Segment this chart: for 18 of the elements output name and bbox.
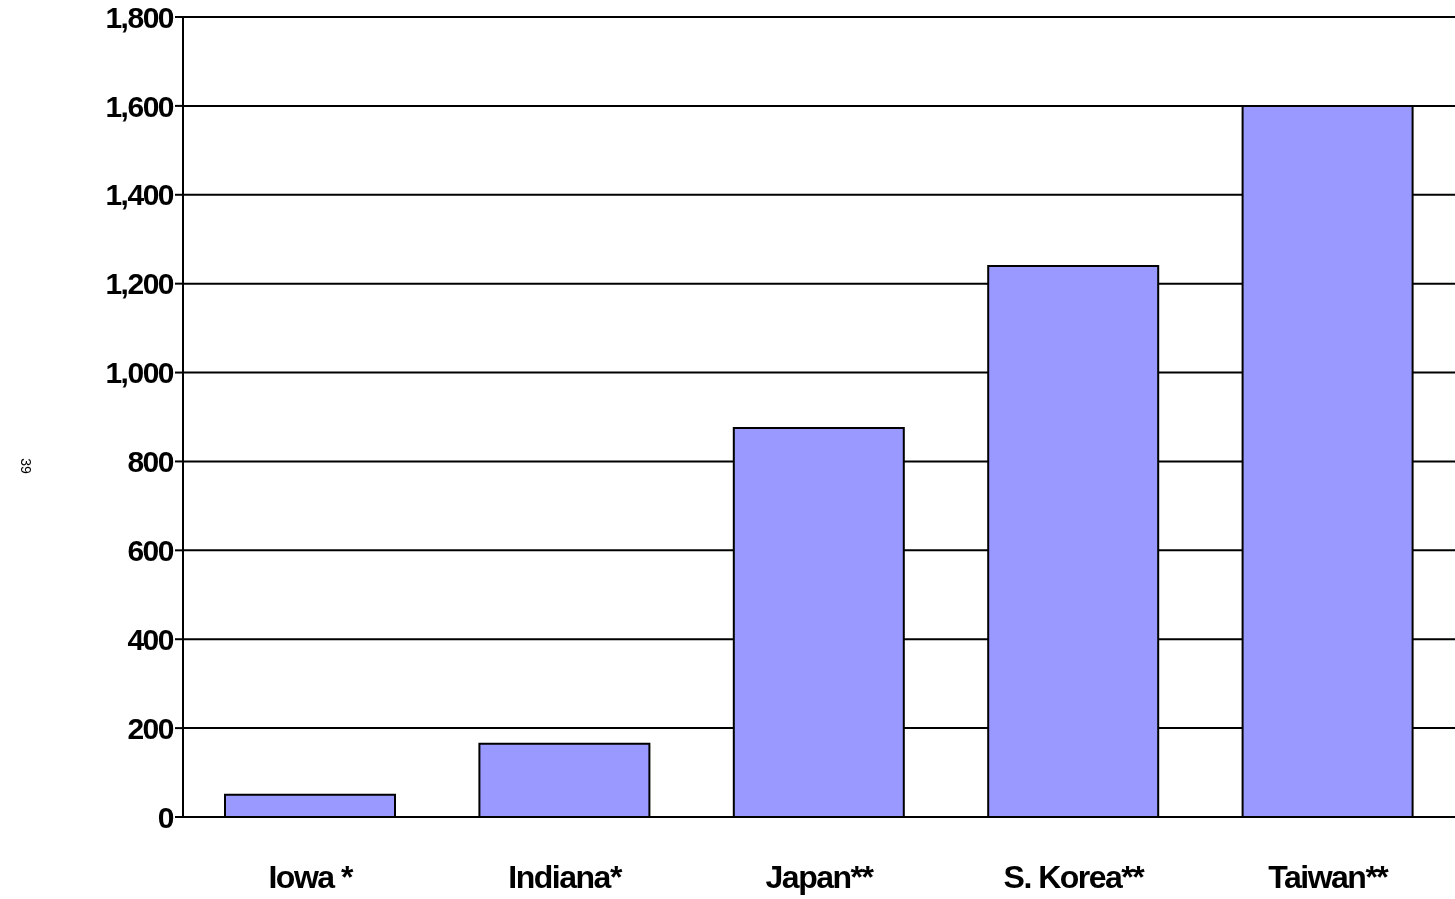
x-tick-label: Japan** — [765, 858, 875, 895]
x-tick-label: Indiana* — [508, 858, 623, 895]
y-tick-label: 1,200 — [105, 267, 174, 301]
y-tick-label: 0 — [157, 800, 174, 834]
y-tick-label: 200 — [127, 711, 174, 745]
y-tick-label: 400 — [127, 622, 174, 656]
x-tick-label: Taiwan** — [1268, 858, 1390, 895]
text: 39 — [17, 458, 34, 474]
y-tick-label: 800 — [127, 445, 174, 479]
y-tick-label: 1,800 — [105, 0, 174, 34]
bar — [478, 742, 651, 817]
y-tick-label: 1,600 — [105, 89, 174, 123]
x-tick-label: S. Korea** — [1003, 858, 1146, 895]
y-tick-label: 1,000 — [105, 356, 174, 390]
y-tick-label: 600 — [127, 533, 174, 567]
x-tick-label: Iowa * — [268, 858, 354, 895]
y-tick-label: 1,400 — [105, 178, 174, 212]
bar — [224, 793, 396, 817]
